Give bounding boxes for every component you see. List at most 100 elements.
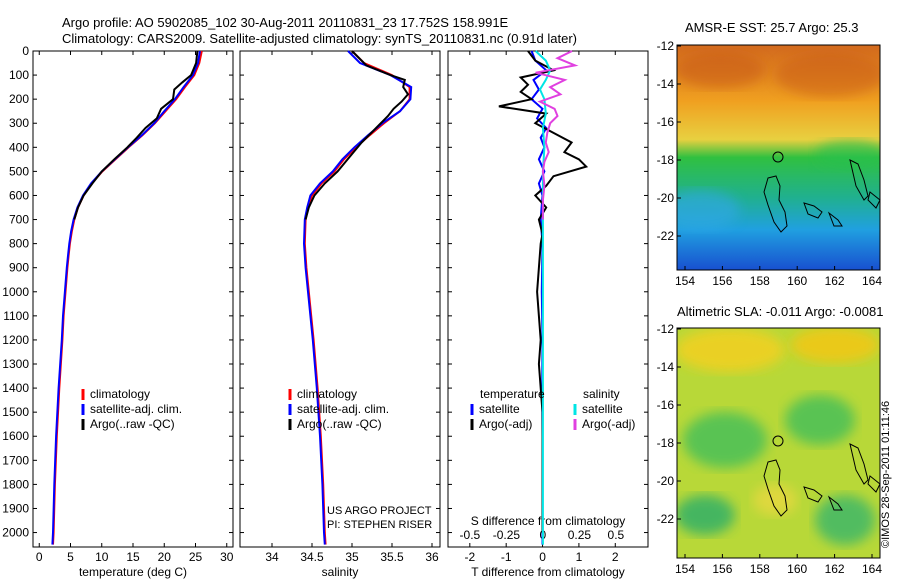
x-tick-label: 5: [67, 550, 74, 564]
sla-map-title: Altimetric SLA: -0.011 Argo: -0.0081: [677, 304, 883, 319]
legend-label: Argo(-adj): [582, 417, 635, 431]
x-tick-label: 0: [539, 550, 546, 564]
figure-title-line-2: Climatology: CARS2009. Satellite-adjuste…: [62, 31, 577, 46]
legend-label: climatology: [90, 387, 150, 401]
sla-map-axes: 154 156 158 160 162 164 -12 -14 -16 -18 -20 -22: [657, 322, 883, 576]
map-x-tick-label: 164: [862, 274, 882, 288]
map-y-tick-label: -20: [657, 191, 675, 205]
y-tick-label: 1400: [2, 381, 29, 395]
plot-frame: [239, 50, 441, 548]
sla-map: Altimetric SLA: -0.011 Argo: -0.0081: [657, 304, 884, 576]
sst-map-frame: [676, 44, 881, 271]
y-tick-label: 1200: [2, 333, 29, 347]
x-tick-label: 10: [95, 550, 109, 564]
map-y-tick-label: -12: [657, 39, 675, 53]
pi-credit: PI: STEPHEN RISER: [327, 519, 433, 531]
x-tick-label: 20: [158, 550, 172, 564]
map-y-tick-label: -22: [657, 229, 675, 243]
series-line: [302, 50, 413, 545]
sla-argo-location-marker: [772, 435, 784, 447]
s-diff-axis-label: S difference from climatology: [471, 514, 626, 528]
x-tick-label: -1: [501, 550, 512, 564]
map-x-tick-label: 164: [862, 562, 882, 576]
sst-map-axes: 154 156 158 160 162 164 -12 -14 -16 -18 -20 -22: [657, 39, 883, 288]
map-y-tick-label: -18: [657, 153, 675, 167]
x-axis-label: temperature (deg C): [79, 565, 187, 579]
y-tick-label: 1000: [2, 285, 29, 299]
map-x-tick-label: 156: [712, 274, 732, 288]
y-tick-label: 1100: [3, 309, 29, 323]
series-line: [498, 50, 589, 533]
x-tick-label: 0: [36, 550, 43, 564]
x-tick-label: 35.5: [380, 550, 404, 564]
legend-label: Argo(..raw -QC): [90, 417, 175, 431]
sla-high-patch: [677, 328, 785, 372]
sst-cool-patch: [677, 190, 740, 230]
profile-panels: 0100200300400500600700800900100011001200…: [2, 44, 649, 579]
y-tick-label: 200: [9, 92, 29, 106]
plot-frame: [447, 50, 649, 548]
sst-coastlines: [763, 159, 881, 233]
profile-panel-1: 0100200300400500600700800900100011001200…: [2, 44, 233, 579]
map-y-tick-label: -14: [657, 77, 675, 91]
x-tick-label: 2: [612, 550, 619, 564]
y-tick-label: 300: [9, 116, 29, 130]
sla-low-patch: [683, 412, 767, 468]
sst-map-title: AMSR-E SST: 25.7 Argo: 25.3: [685, 20, 858, 35]
sla-high-patch: [753, 484, 797, 516]
legend-heading: salinity: [583, 387, 620, 401]
series-line: [73, 50, 199, 220]
y-tick-label: 1700: [2, 453, 29, 467]
legend-label: satellite-adj. clim.: [90, 402, 182, 416]
x-axis-label: salinity: [322, 565, 359, 579]
map-x-tick-label: 154: [675, 274, 695, 288]
x-tick-label: 36: [425, 550, 439, 564]
y-tick-label: 1900: [2, 501, 29, 515]
sst-green-patch: [815, 140, 880, 170]
profile-panel-2: 34 34.5 35 35.5 36 salinity climatologysatelli…: [239, 50, 441, 579]
y-tick-label: 0: [22, 44, 29, 58]
imos-credit: ©IMOS 28-Sep-2011 01:11:46: [880, 400, 892, 548]
x-axis-label: T difference from climatology: [471, 565, 625, 579]
map-y-tick-label: -16: [657, 115, 675, 129]
legend-label: Argo(..raw -QC): [297, 417, 382, 431]
y-tick-label: 1500: [2, 405, 29, 419]
profile-panel-3: -2 -1 0 1 2T difference from climatology -0.5…: [447, 50, 649, 579]
map-y-tick-label: -14: [657, 360, 675, 374]
map-x-tick-label: 162: [825, 274, 845, 288]
project-credit: US ARGO PROJECT: [327, 505, 432, 517]
x-tick-label: 34.5: [300, 550, 324, 564]
x-tick-label: 35: [345, 550, 359, 564]
y-tick-label: 500: [9, 164, 29, 178]
series-line: [304, 50, 410, 220]
series-line: [535, 50, 579, 220]
y-tick-label: 1300: [2, 357, 29, 371]
sla-low-patch: [815, 495, 875, 545]
map-x-tick-label: 160: [787, 562, 807, 576]
x-tick-label: 1: [576, 550, 583, 564]
map-y-tick-label: -16: [657, 398, 675, 412]
x-tick-label: 34: [265, 550, 279, 564]
map-x-tick-label: 158: [750, 562, 770, 576]
s-diff-tick-label: -0.5: [460, 528, 481, 542]
sst-warm-patch: [775, 53, 880, 97]
legend-heading: temperature: [480, 387, 545, 401]
figure-title-line-1: Argo profile: AO 5902085_102 30-Aug-2011…: [62, 15, 509, 30]
y-tick-label: 800: [9, 237, 29, 251]
x-tick-label: -2: [464, 550, 475, 564]
map-y-tick-label: -20: [657, 474, 675, 488]
x-tick-label: 25: [189, 550, 203, 564]
sla-low-patch: [677, 495, 735, 535]
s-diff-tick-label: 0.5: [608, 528, 625, 542]
map-y-tick-label: -22: [657, 512, 675, 526]
sla-coastlines: [763, 443, 881, 517]
map-x-tick-label: 160: [787, 274, 807, 288]
x-tick-label: 30: [220, 550, 234, 564]
plot-frame: [32, 50, 234, 548]
sst-argo-location-marker: [772, 151, 784, 163]
s-diff-tick-label: -0.25: [493, 528, 521, 542]
y-tick-label: 900: [9, 261, 29, 275]
y-tick-label: 1800: [2, 477, 29, 491]
legend-label: climatology: [297, 387, 357, 401]
